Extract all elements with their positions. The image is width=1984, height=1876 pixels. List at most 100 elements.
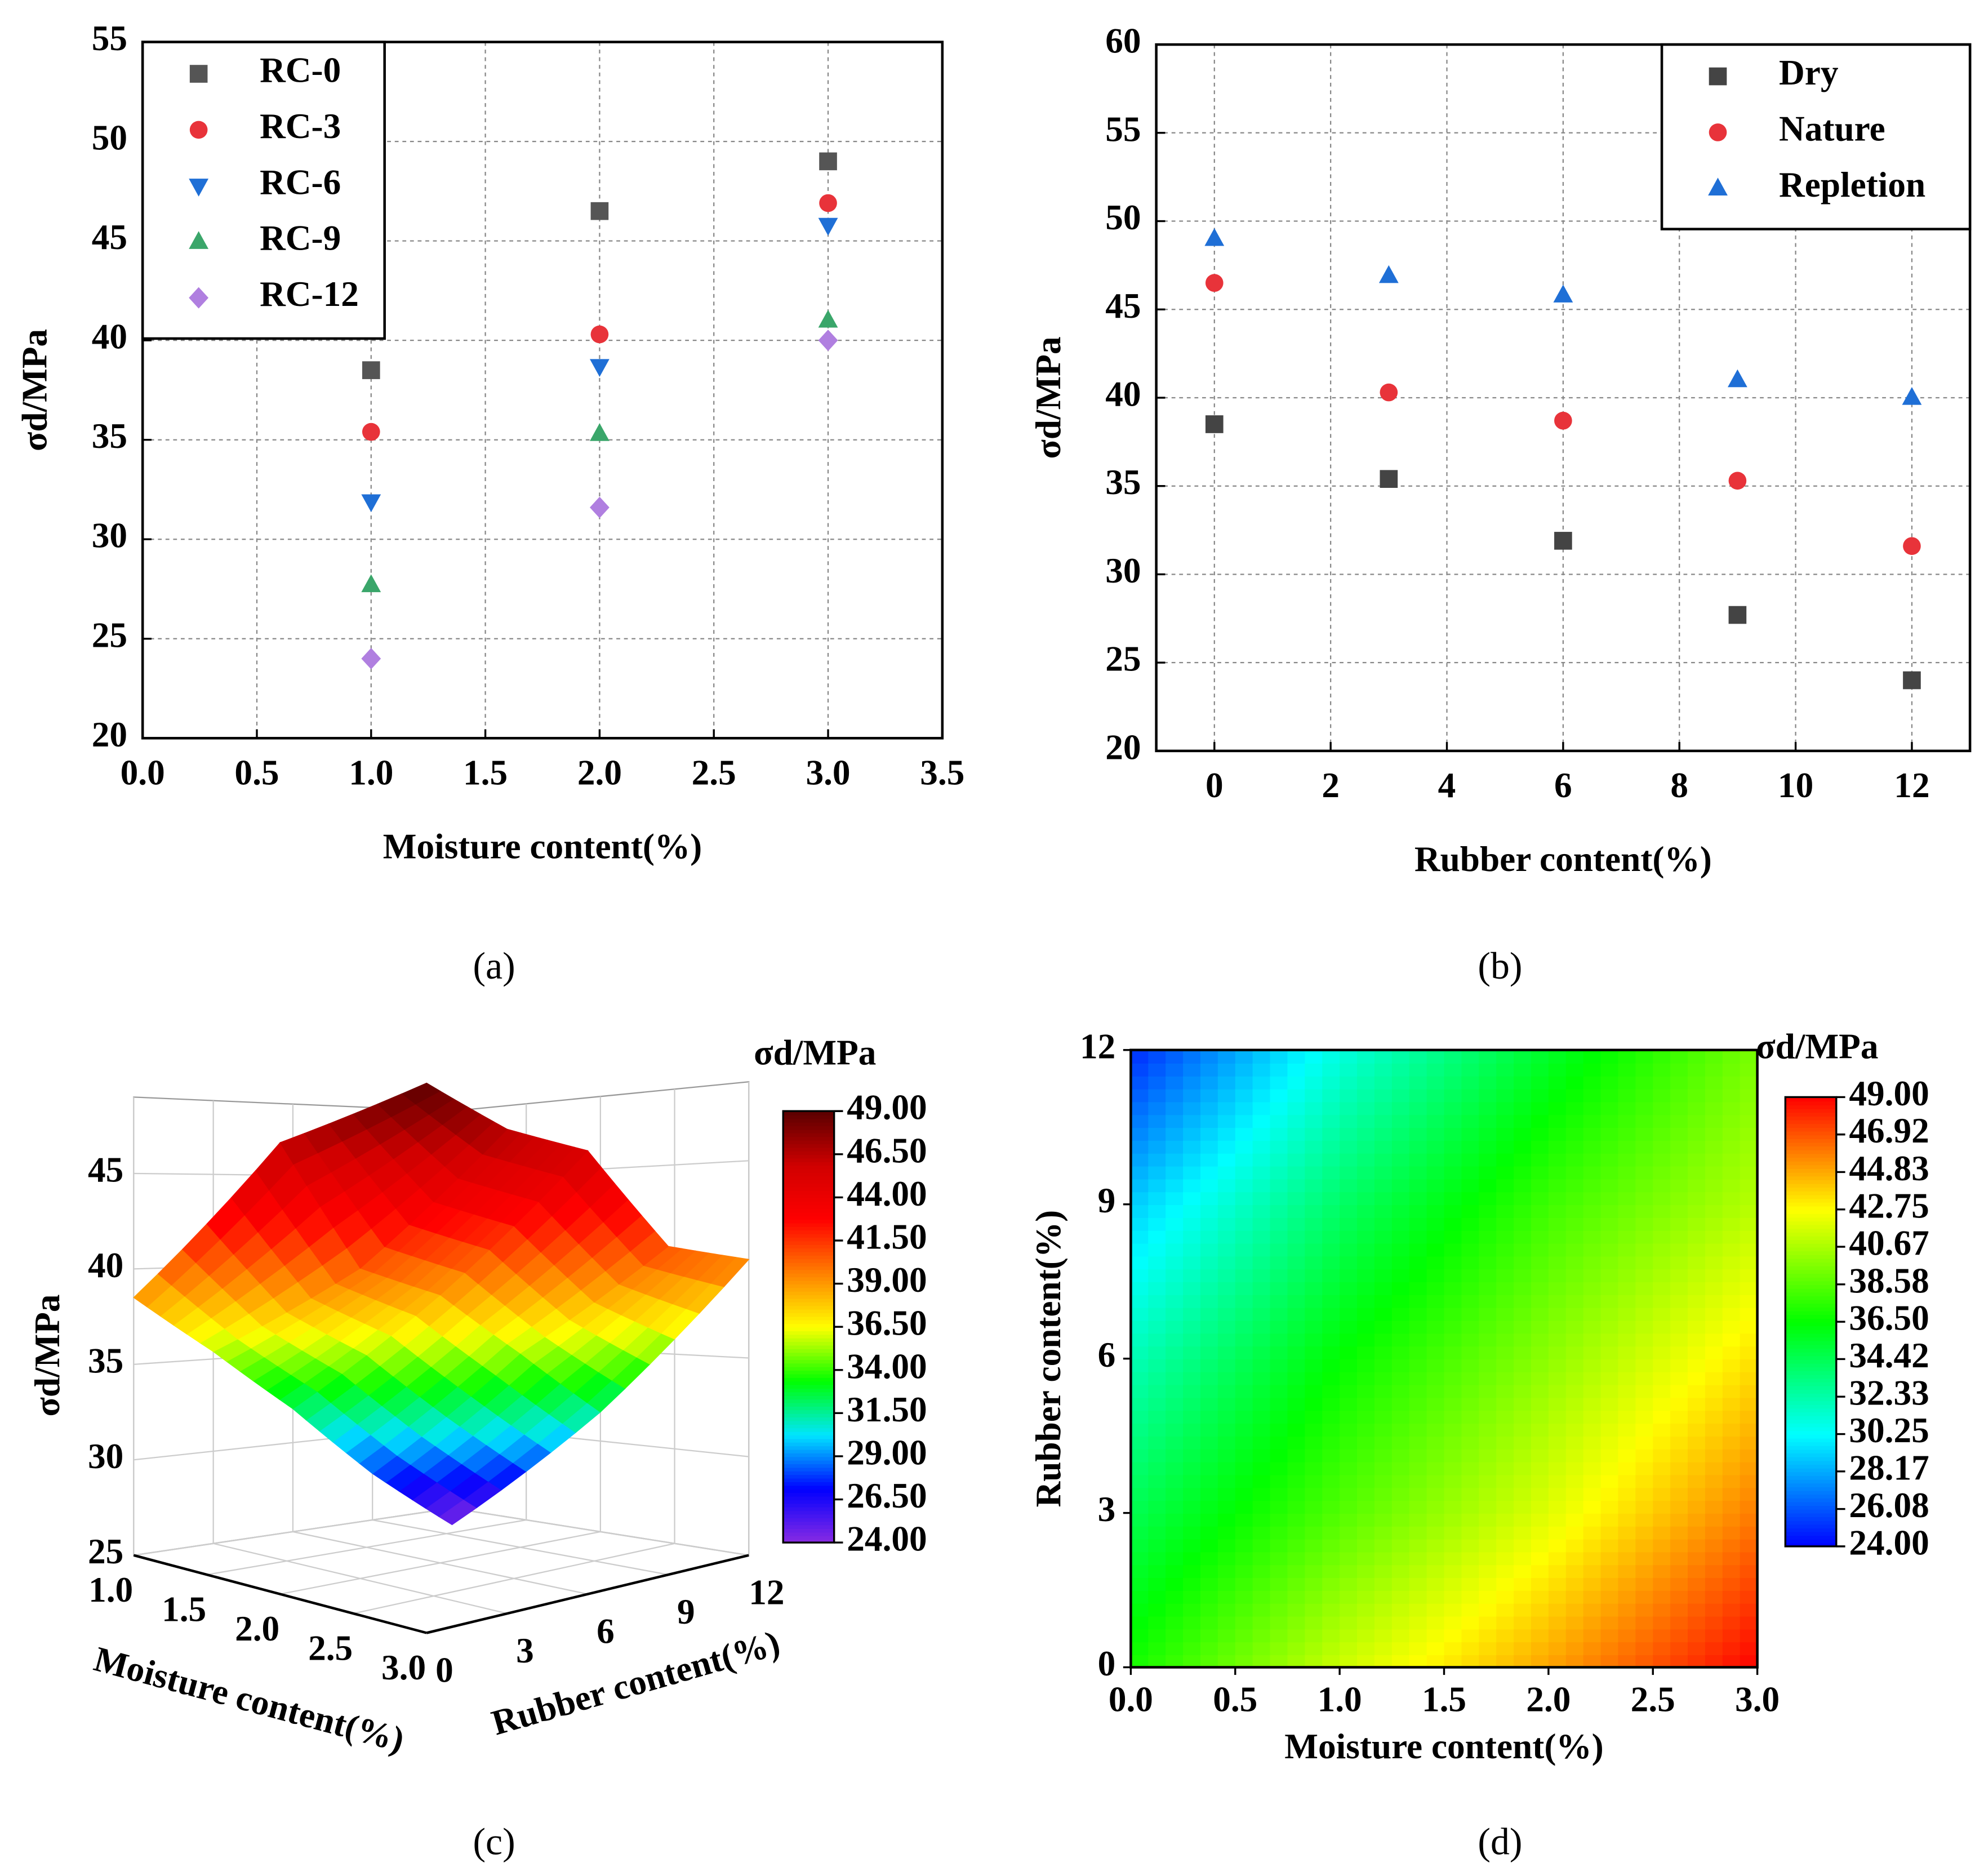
caption: (a) [473,945,515,987]
heatmap-cell [1618,1654,1636,1668]
heatmap-cell [1496,1552,1515,1566]
heatmap-cell [1565,1539,1585,1553]
heatmap-cell [1340,1050,1358,1064]
heatmap-cell [1322,1577,1341,1591]
marker [1380,470,1398,488]
heatmap-cell [1409,1564,1427,1579]
colorbar [783,1273,834,1278]
heatmap-cell [1618,1577,1636,1591]
heatmap-cell [1340,1397,1358,1411]
heatmap-cell [1357,1166,1376,1180]
heatmap-cell [1357,1101,1376,1115]
heatmap-cell [1200,1384,1219,1398]
heatmap-cell [1340,1371,1358,1385]
colorbar [1785,1366,1836,1371]
colorbar [1785,1359,1836,1364]
colorbar [783,1190,834,1195]
heatmap-cell [1722,1422,1741,1437]
heatmap-cell [1235,1345,1254,1360]
heatmap-cell [1183,1422,1202,1437]
heatmap-cell [1479,1461,1497,1475]
colorbar [783,1478,834,1482]
heatmap-cell [1670,1422,1689,1437]
colorbar [1785,1153,1836,1158]
heatmap-cell [1357,1539,1376,1553]
colorbar [783,1129,834,1133]
colorbar [783,1330,834,1335]
colorbar [1785,1161,1836,1166]
heatmap-cell [1548,1230,1567,1244]
colorbar [783,1333,834,1339]
heatmap-cell [1531,1268,1550,1283]
heatmap-cell [1131,1179,1149,1193]
heatmap-cell [1548,1654,1567,1668]
heatmap-cell [1740,1474,1758,1488]
heatmap-cell [1287,1616,1306,1630]
heatmap-cell [1583,1088,1602,1103]
heatmap-cell [1600,1539,1619,1553]
colorbar [783,1309,834,1313]
heatmap-cell [1217,1268,1236,1283]
heatmap-cell [1461,1654,1480,1668]
heatmap-cell [1252,1307,1271,1321]
heatmap-cell [1618,1191,1636,1206]
heatmap-cell [1705,1050,1724,1064]
heatmap-cell [1705,1448,1724,1462]
heatmap-cell [1287,1641,1306,1656]
heatmap-cell [1322,1487,1341,1501]
heatmap-cell [1496,1358,1515,1372]
heatmap-cell [1148,1281,1167,1295]
heatmap-cell [1131,1294,1149,1308]
heatmap-cell [1235,1153,1254,1167]
heatmap-cell [1479,1345,1497,1360]
heatmap-cell [1252,1063,1271,1077]
heatmap-cell [1461,1294,1480,1308]
legend-label: Repletion [1779,165,1925,205]
heatmap-cell [1653,1114,1671,1128]
heatmap-cell [1426,1332,1445,1347]
colorbar-title: σd/MPa [1756,1026,1878,1066]
heatmap-cell [1531,1294,1550,1308]
heatmap-cell [1583,1294,1602,1308]
heatmap-cell [1722,1332,1741,1347]
heatmap-cell [1340,1526,1358,1540]
heatmap-cell [1340,1101,1358,1115]
heatmap-cell [1479,1410,1497,1424]
heatmap-cell [1688,1268,1706,1283]
heatmap-cell [1287,1487,1306,1501]
heatmap-cell [1340,1243,1358,1257]
heatmap-cell [1565,1345,1585,1360]
colorbar [783,1456,834,1461]
heatmap-cell [1635,1166,1654,1180]
heatmap-cell [1531,1358,1550,1372]
heatmap-cell [1688,1127,1706,1141]
colorbar [783,1392,834,1396]
heatmap-cell [1235,1552,1254,1566]
colorbar [1785,1497,1836,1502]
heatmap-cell [1531,1345,1550,1360]
heatmap-cell [1374,1075,1393,1090]
heatmap-cell [1340,1654,1358,1668]
heatmap-cell [1305,1140,1323,1154]
colorbar [1785,1370,1836,1375]
heatmap-cell [1496,1281,1515,1295]
colorbar [1785,1479,1836,1484]
colorbar [783,1380,834,1385]
heatmap-cell [1322,1539,1341,1553]
colorbar [783,1136,834,1141]
heatmap-cell [1548,1063,1567,1077]
colorbar [1785,1430,1836,1435]
heatmap-cell [1461,1564,1480,1579]
colorbar [1785,1265,1836,1270]
colorbar [1785,1206,1836,1211]
heatmap-cell [1444,1243,1462,1257]
heatmap-cell [1740,1654,1758,1668]
colorbar-tick-label: 31.50 [847,1390,927,1429]
colorbar [1785,1322,1836,1327]
heatmap-cell [1635,1564,1654,1579]
heatmap-cell [1287,1422,1306,1437]
heatmap-cell [1148,1307,1167,1321]
heatmap-cell [1531,1166,1550,1180]
colorbar [783,1524,834,1529]
heatmap-cell [1235,1397,1254,1411]
